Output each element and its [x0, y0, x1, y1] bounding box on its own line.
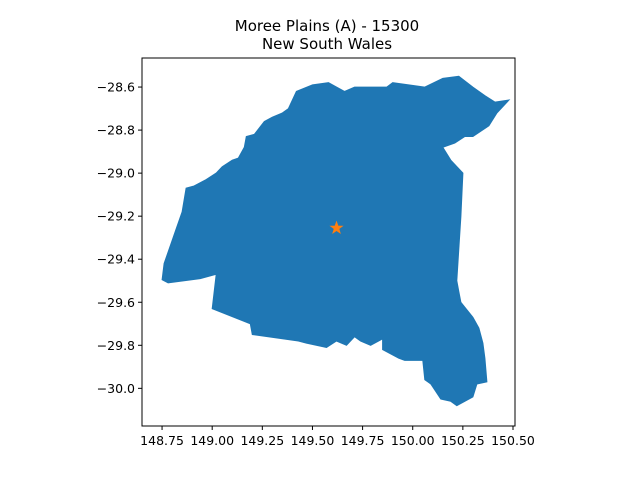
y-axis: −28.6 −28.8 −29.0 −29.2 −29.4 −29.6 −29.8 −30.0 — [97, 80, 142, 396]
x-axis: 148.75 149.00 149.25 149.50 149.75 150.00 150.… — [140, 426, 535, 448]
y-tick-label: −28.8 — [97, 123, 135, 138]
chart-title-line-1: Moree Plains (A) - 15300 — [235, 17, 419, 35]
y-tick-label: −28.6 — [97, 80, 135, 95]
x-tick-label: 149.50 — [291, 433, 335, 448]
x-tick-label: 149.75 — [341, 433, 385, 448]
region-polygon — [161, 75, 511, 407]
x-tick-label: 150.25 — [441, 433, 485, 448]
x-tick-label: 149.00 — [190, 433, 234, 448]
y-tick-label: −29.0 — [97, 166, 135, 181]
y-tick-label: −29.4 — [97, 252, 135, 267]
y-tick-label: −29.6 — [97, 295, 135, 310]
chart-title-line-2: New South Wales — [262, 35, 392, 53]
x-tick-label: 149.25 — [240, 433, 284, 448]
x-tick-label: 150.00 — [391, 433, 435, 448]
x-tick-label: 150.50 — [491, 433, 535, 448]
axes-frame — [141, 57, 516, 427]
y-tick-label: −29.2 — [97, 209, 135, 224]
plot-area — [161, 75, 511, 407]
y-tick-label: −29.8 — [97, 338, 135, 353]
centroid-star-marker — [329, 220, 344, 235]
y-tick-label: −30.0 — [97, 381, 135, 396]
x-tick-label: 148.75 — [140, 433, 184, 448]
